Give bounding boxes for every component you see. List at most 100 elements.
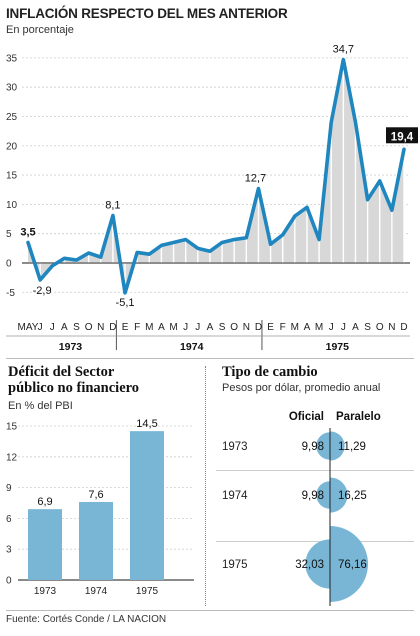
exchange-title: Tipo de cambio bbox=[222, 364, 318, 380]
data-point bbox=[26, 241, 30, 244]
data-point bbox=[196, 247, 200, 250]
oficial-value-label: 9,98 bbox=[302, 441, 324, 453]
y-tick-label: 20 bbox=[6, 141, 18, 152]
data-label: -2,9 bbox=[33, 285, 52, 297]
data-point bbox=[317, 238, 321, 241]
x-tick-label: J bbox=[38, 322, 43, 333]
section-divider bbox=[6, 358, 414, 359]
x-tick-label: A bbox=[158, 322, 165, 333]
data-point bbox=[245, 236, 248, 239]
x-tick-label: F bbox=[280, 322, 286, 333]
x-tick-label: F bbox=[134, 322, 140, 333]
paralelo-value-label: 16,25 bbox=[338, 490, 367, 502]
x-tick-label: O bbox=[376, 322, 384, 333]
data-label: 19,4 bbox=[391, 131, 414, 143]
inflation-series-line bbox=[26, 57, 406, 295]
data-point bbox=[281, 233, 284, 237]
row-year-label: 1975 bbox=[222, 559, 248, 571]
y-tick-label: 35 bbox=[6, 53, 18, 64]
x-tick-label: S bbox=[219, 322, 226, 333]
paralelo-value-label: 76,16 bbox=[338, 559, 367, 571]
x-tick-label: D bbox=[109, 322, 116, 333]
data-point bbox=[293, 214, 297, 218]
x-tick-label: D bbox=[400, 322, 407, 333]
y-tick-label: 12 bbox=[6, 452, 18, 463]
data-point bbox=[390, 209, 394, 212]
x-tick-label: D bbox=[255, 322, 262, 333]
y-tick-label: 10 bbox=[6, 200, 18, 211]
oficial-value-label: 9,98 bbox=[302, 490, 324, 502]
oficial-half-circle bbox=[305, 539, 330, 589]
inflation-line-chart: -5 0 5 10 15 20 25 30 35 3,5 -2,9 8,1 -5,1 12,7 34,7 19… bbox=[6, 44, 418, 353]
y-tick-label: 15 bbox=[6, 171, 18, 182]
callout-box bbox=[386, 127, 418, 144]
x-tick-label: E bbox=[122, 322, 129, 333]
data-point bbox=[342, 58, 345, 61]
column-header-paralelo: Paralelo bbox=[336, 411, 381, 423]
x-tick-label: J bbox=[183, 322, 188, 333]
y-tick-label: 30 bbox=[6, 83, 18, 94]
inflation-title: INFLACIÓN RESPECTO DEL MES ANTERIOR bbox=[6, 6, 288, 21]
x-tick-label: J bbox=[195, 322, 200, 333]
deficit-bar-chart: 0 3 6 9 12 15 6,9 1973 7,6 1974 14,5 1975 bbox=[6, 418, 194, 597]
column-header-oficial: Oficial bbox=[289, 411, 324, 423]
x-tick-label: A bbox=[61, 322, 68, 333]
footer-divider bbox=[6, 610, 414, 611]
x-tick-label: S bbox=[73, 322, 80, 333]
x-tick-label: M bbox=[145, 322, 153, 333]
y-tick-label: 6 bbox=[6, 514, 12, 525]
year-label: 1973 bbox=[59, 341, 83, 353]
data-label: 34,7 bbox=[333, 44, 354, 56]
data-point bbox=[378, 179, 381, 183]
data-point bbox=[51, 264, 54, 268]
paralelo-value-label: 11,29 bbox=[338, 441, 366, 453]
inflation-subtitle: En porcentaje bbox=[6, 24, 74, 36]
x-tick-label: A bbox=[304, 322, 311, 333]
data-point bbox=[305, 206, 309, 209]
paralelo-half-circle bbox=[330, 526, 368, 602]
area-fill bbox=[28, 59, 404, 293]
data-point bbox=[184, 238, 187, 241]
data-label: -5,1 bbox=[116, 297, 135, 309]
x-tick-label: N bbox=[243, 322, 250, 333]
x-tick-label: J bbox=[329, 322, 334, 333]
data-point bbox=[366, 198, 369, 201]
paralelo-half-circle bbox=[330, 431, 345, 461]
row-year-label: 1974 bbox=[222, 490, 248, 502]
year-label: 1974 bbox=[180, 341, 204, 353]
data-point bbox=[208, 250, 212, 253]
x-tick-label: M bbox=[291, 322, 299, 333]
vertical-divider bbox=[205, 366, 206, 606]
bar-value-label: 7,6 bbox=[88, 489, 103, 501]
data-label: 12,7 bbox=[245, 173, 266, 185]
data-point bbox=[269, 243, 272, 246]
data-point bbox=[160, 244, 163, 247]
x-tick-label: O bbox=[85, 322, 93, 333]
y-tick-label: 9 bbox=[6, 483, 12, 494]
oficial-half-circle bbox=[316, 481, 330, 509]
x-tick-label: A bbox=[352, 322, 359, 333]
data-point bbox=[123, 291, 127, 295]
data-point bbox=[99, 255, 102, 259]
x-tick-label: 1975 bbox=[136, 586, 159, 597]
data-point bbox=[38, 278, 42, 282]
data-label: 3,5 bbox=[20, 226, 35, 238]
data-point bbox=[402, 148, 406, 151]
data-label: 8,1 bbox=[105, 200, 120, 212]
y-tick-label: 0 bbox=[6, 258, 12, 269]
data-point bbox=[148, 252, 151, 256]
x-tick-label: A bbox=[207, 322, 214, 333]
x-tick-label: J bbox=[341, 322, 346, 333]
data-point bbox=[135, 251, 139, 254]
deficit-bar bbox=[130, 431, 164, 580]
row-year-label: 1973 bbox=[222, 441, 248, 453]
exchange-rate-chart: Oficial Paralelo 1973 9,98 11,29 1974 9,98 16,2… bbox=[216, 411, 414, 606]
paralelo-half-circle bbox=[330, 477, 348, 513]
data-point bbox=[330, 121, 333, 124]
y-tick-label: 15 bbox=[6, 422, 18, 433]
x-tick-label: J bbox=[50, 322, 55, 333]
data-point bbox=[172, 241, 175, 244]
bar-value-label: 14,5 bbox=[136, 418, 157, 430]
source-note: Fuente: Cortés Conde / LA NACION bbox=[6, 614, 167, 625]
deficit-title-line2: público no financiero bbox=[8, 380, 140, 396]
